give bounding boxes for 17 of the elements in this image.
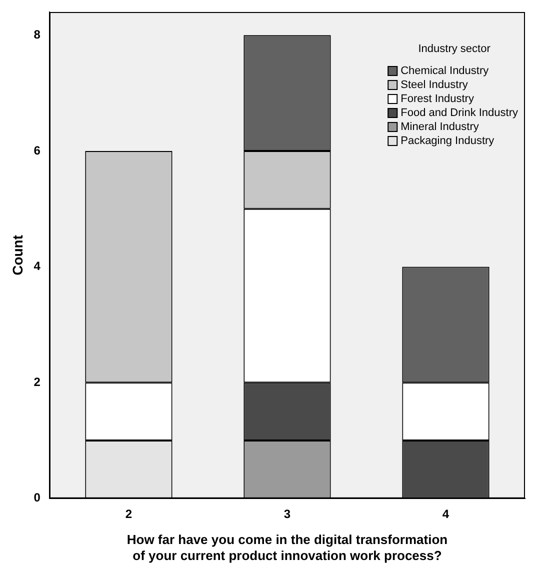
legend-label: Packaging Industry [400, 135, 495, 148]
legend-label: Food and Drink Industry [400, 107, 518, 120]
y-axis-title: Count [9, 234, 26, 276]
y-tick-label: 2 [34, 374, 41, 389]
y-tick-label: 8 [34, 27, 41, 42]
legend-label: Forest Industry [400, 93, 474, 106]
y-tick-label: 4 [34, 259, 41, 274]
legend-label: Steel Industry [400, 79, 468, 92]
y-tick-label: 0 [34, 490, 41, 505]
y-tick-label: 6 [34, 143, 41, 158]
legend-label: Chemical Industry [400, 65, 490, 78]
legend-title: Industry sector [418, 43, 491, 56]
x-tick-label: 2 [125, 506, 132, 521]
x-tick-label: 3 [284, 506, 291, 521]
x-axis-title: How far have you come in the digital transformation of your current product innovation work process? [126, 532, 448, 563]
legend-label: Mineral Industry [400, 121, 480, 134]
x-tick-label: 4 [442, 506, 450, 521]
